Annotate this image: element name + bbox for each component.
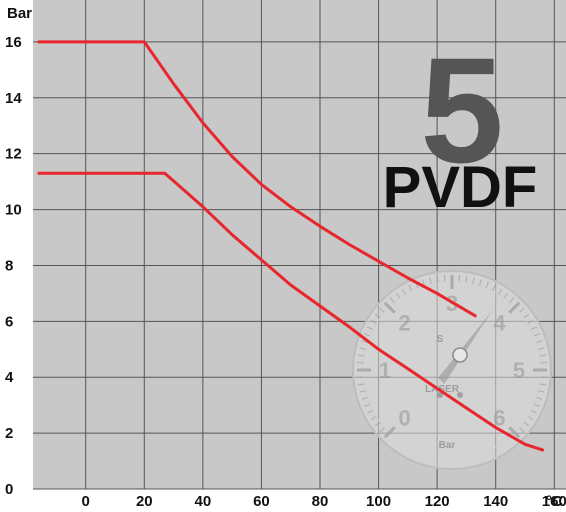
gauge-tick [364,403,370,407]
gauge-tick [527,416,534,421]
y-tick-label: 2 [5,425,13,442]
x-tick-label: 40 [195,493,212,510]
y-tick-label: 8 [5,257,13,274]
material-label: PVDF [383,155,538,220]
gauge-pin [457,392,463,398]
series-line-2 [37,171,545,452]
gauge-tick [358,383,365,386]
gauge-tick [374,421,381,427]
gauge-tick [523,313,530,319]
axis-labels: Bar °C 0 20 40 60 80 100 120 140 160024681012141… [5,5,566,510]
gauge-number: 4 [493,311,506,336]
gauge-tick [508,301,521,314]
y-tick-label: 0 [5,481,13,498]
gauge-tick [538,347,545,350]
gauge-tick [401,288,406,295]
gauge-tick [536,340,543,343]
gauge-tick [379,427,385,433]
gauge-tick [379,307,385,313]
gauge-tick [367,409,373,414]
gauge-tick [536,397,543,400]
gauge-tick [408,285,413,291]
gauge-number: 5 [513,358,525,383]
x-tick-label: 80 [312,493,329,510]
gauge-tick [429,277,432,284]
gauge-tick [531,326,537,331]
gauge-tick [370,319,377,324]
x-tick-label: 0 [82,493,90,510]
gauge-letter: S [437,334,444,345]
gauge-tick [523,421,530,427]
x-tick-label: 100 [366,493,391,510]
gauge-brand: LASER [425,384,460,395]
series-layer [37,40,545,452]
gauge-tick [370,416,377,421]
x-axis-unit: °C [546,493,563,510]
gauge-tick [358,354,365,357]
x-tick-label: 140 [483,493,508,510]
gauge-tick [508,426,521,439]
gauge-tick [383,301,396,314]
gauge-tick [527,319,534,324]
gauge-tick [359,390,366,393]
gauge-tick [361,340,368,343]
gauge-tick [485,282,489,288]
gauge-tick [364,333,370,337]
gauge-number: 2 [398,311,410,336]
gauge-tick [539,354,546,357]
material-overlay: 5 PVDF [383,26,538,220]
gauge-tick [539,383,546,386]
gauge-tick [534,403,540,407]
gauge-number: 6 [493,405,505,430]
gauge-tick [509,297,515,303]
y-tick-label: 4 [5,369,14,386]
gauge-tick [465,276,468,283]
gauge-number: 1 [379,358,391,383]
gauge-tick [519,427,525,433]
gauge-unit: Bar [439,440,456,451]
gauge-needle [438,310,493,384]
gauge-tick [383,426,396,439]
series-line-1 [37,40,477,318]
gauge-hub [452,347,468,363]
y-tick-label: 6 [5,313,13,330]
gauge-tick [491,285,496,291]
gauge-pin [437,392,443,398]
gauge-tick [389,297,395,303]
x-tick-label: 120 [425,493,450,510]
gauge-tick [503,292,509,299]
gauge-tick [367,326,373,331]
gauge-tick [534,333,540,337]
x-tick-label: 20 [136,493,153,510]
x-tick-label: 60 [253,493,270,510]
y-tick-label: 10 [5,202,22,219]
gauge-tick [498,288,503,295]
gauge-tick [472,277,475,284]
gauge-tick [479,279,482,286]
gauge-tick [359,347,366,350]
gauge-tick [361,397,368,400]
gauge-number: 0 [398,405,410,430]
y-tick-label: 14 [5,90,22,107]
y-tick-label: 12 [5,146,22,163]
gauge-tick [395,292,401,299]
y-axis-unit: Bar [7,5,32,22]
gauge-tick [422,279,425,286]
gauge-tick [519,307,525,313]
gauge-tick [531,409,537,414]
gauge-tick [374,313,381,319]
gauge-tick [538,390,545,393]
x-tick-label: 160 [542,493,566,510]
pressure-class-digit: 5 [420,26,503,194]
gauge-tick [436,276,439,283]
y-tick-label: 16 [5,34,22,51]
